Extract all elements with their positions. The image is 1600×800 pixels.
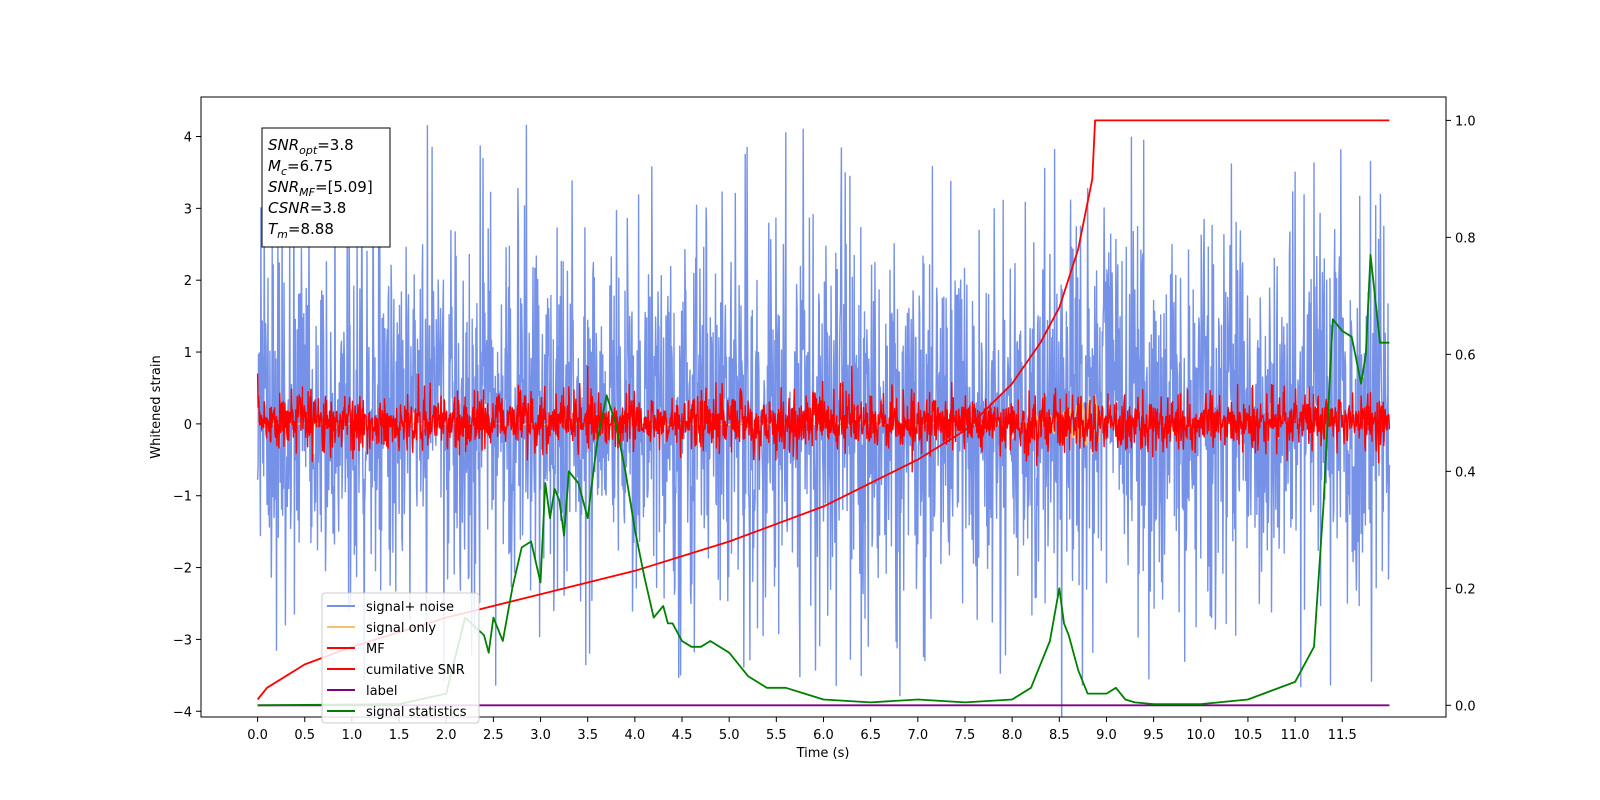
legend-label: label bbox=[366, 684, 397, 699]
x-tick-label: 7.5 bbox=[955, 728, 976, 743]
y-tick-label: −2 bbox=[173, 562, 192, 577]
x-axis: 0.0 0.5 1.0 1.5 2.0 2.5 3.0 3.5 4.0 4.5 5.0 5.5 6.0 6… bbox=[247, 717, 1357, 743]
x-tick-label: 3.5 bbox=[577, 728, 598, 743]
y-axis-label: Whitened strain bbox=[149, 355, 164, 458]
y2-tick-label: 0.8 bbox=[1455, 231, 1476, 246]
y-tick-label: 0 bbox=[184, 418, 192, 433]
x-tick-label: 8.0 bbox=[1002, 728, 1023, 743]
legend-label: signal statistics bbox=[366, 705, 467, 720]
x-tick-label: 1.5 bbox=[389, 728, 410, 743]
x-axis-label: Time (s) bbox=[796, 746, 850, 761]
y-tick-label: −4 bbox=[173, 705, 192, 720]
x-tick-label: 11.0 bbox=[1281, 728, 1310, 743]
x-tick-label: 2.5 bbox=[483, 728, 504, 743]
y-tick-label: 2 bbox=[184, 274, 192, 289]
x-tick-label: 10.0 bbox=[1186, 728, 1215, 743]
x-tick-label: 10.5 bbox=[1233, 728, 1262, 743]
x-tick-label: 5.0 bbox=[719, 728, 740, 743]
x-tick-label: 1.0 bbox=[342, 728, 363, 743]
y2-tick-label: 0.4 bbox=[1455, 465, 1476, 480]
y2-tick-label: 1.0 bbox=[1455, 114, 1476, 129]
y-tick-label: −3 bbox=[173, 633, 192, 648]
x-tick-label: 4.0 bbox=[625, 728, 646, 743]
y-tick-label: −1 bbox=[173, 490, 192, 505]
x-tick-label: 0.0 bbox=[247, 728, 268, 743]
x-tick-label: 9.0 bbox=[1096, 728, 1117, 743]
legend-label: signal+ noise bbox=[366, 600, 454, 615]
y-axis-left: −4 −3 −2 −1 0 1 2 3 4 bbox=[173, 131, 201, 720]
y-tick-label: 1 bbox=[184, 346, 192, 361]
x-tick-label: 0.5 bbox=[294, 728, 315, 743]
annotation-line: CSNR=3.8 bbox=[268, 199, 346, 217]
legend: signal+ noise signal only MF cumilative SNR… bbox=[321, 592, 480, 724]
y2-tick-label: 0.6 bbox=[1455, 348, 1476, 363]
legend-frame bbox=[321, 592, 480, 724]
x-tick-label: 9.5 bbox=[1143, 728, 1164, 743]
x-tick-label: 5.5 bbox=[766, 728, 787, 743]
x-tick-label: 3.0 bbox=[530, 728, 551, 743]
y-tick-label: 3 bbox=[184, 202, 192, 217]
legend-label: cumilative SNR bbox=[366, 663, 465, 678]
annotation-line: Mc=6.75 bbox=[268, 157, 333, 178]
x-tick-label: 2.0 bbox=[436, 728, 457, 743]
annotation-frame bbox=[261, 127, 391, 248]
x-tick-label: 4.5 bbox=[672, 728, 693, 743]
legend-label: MF bbox=[366, 642, 385, 657]
y2-tick-label: 0.0 bbox=[1455, 699, 1476, 714]
y2-tick-label: 0.2 bbox=[1455, 582, 1476, 597]
mf-line bbox=[256, 365, 1391, 473]
x-tick-label: 8.5 bbox=[1049, 728, 1070, 743]
x-tick-label: 7.0 bbox=[907, 728, 928, 743]
x-tick-label: 6.5 bbox=[860, 728, 881, 743]
y-tick-label: 4 bbox=[184, 131, 192, 146]
annotation-line: Tm=8.88 bbox=[268, 220, 334, 241]
signal-statistics-line bbox=[257, 253, 1390, 707]
y-axis-right: 0.0 0.2 0.4 0.6 0.8 1.0 bbox=[1446, 114, 1476, 714]
legend-label: signal only bbox=[366, 621, 436, 636]
annotation-line: SNRopt=3.8 bbox=[268, 136, 354, 157]
x-tick-label: 11.5 bbox=[1328, 728, 1357, 743]
x-tick-label: 6.0 bbox=[813, 728, 834, 743]
annotation-line: SNRMF=[5.09] bbox=[268, 178, 373, 199]
